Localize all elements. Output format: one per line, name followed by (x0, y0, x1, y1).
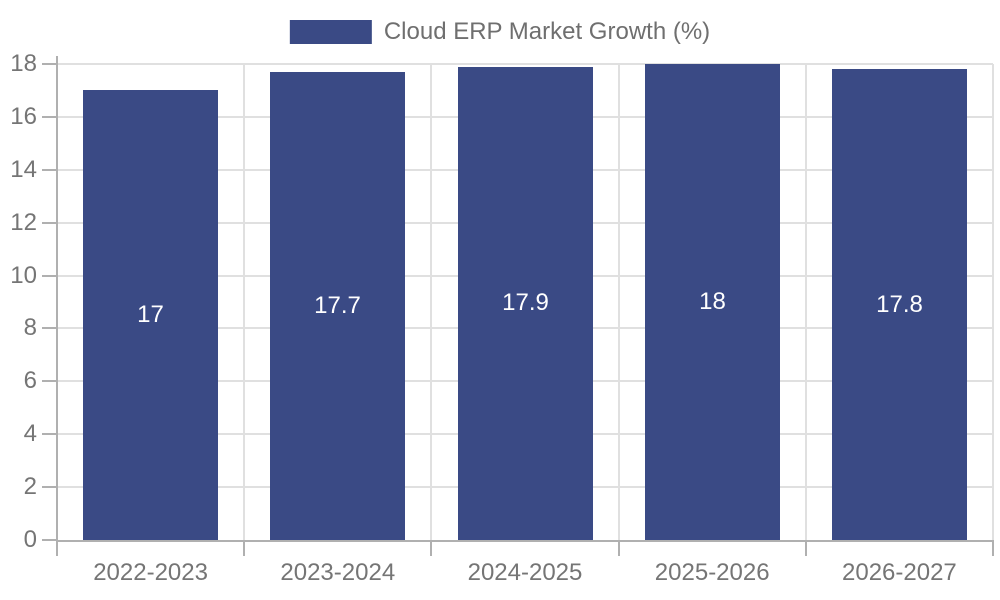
bar-value-label: 17.9 (502, 289, 549, 317)
y-axis-line (56, 56, 58, 542)
gridline-vertical (804, 64, 807, 540)
y-axis-tick (42, 115, 57, 118)
x-axis-tick (243, 542, 246, 556)
y-tick-label: 10 (10, 261, 37, 289)
gridline-vertical (243, 64, 246, 540)
y-axis-tick (42, 380, 57, 383)
y-axis-tick (42, 327, 57, 330)
x-axis-tick (617, 542, 620, 556)
y-axis-tick (42, 168, 57, 171)
bar[interactable]: 17.7 (270, 71, 405, 540)
legend-label: Cloud ERP Market Growth (%) (383, 18, 711, 45)
bar-value-label: 18 (699, 288, 726, 315)
bar[interactable]: 17.8 (832, 69, 967, 540)
x-axis-tick (430, 542, 433, 556)
y-axis-tick (42, 433, 57, 436)
x-tick-label: 2025-2026 (654, 559, 770, 586)
y-axis-tick (42, 486, 57, 489)
y-tick-label: 4 (23, 420, 37, 448)
y-tick-label: 16 (10, 102, 37, 130)
x-axis-tick (992, 542, 994, 556)
y-axis-tick (42, 63, 57, 65)
y-axis-tick (42, 539, 57, 541)
bar-value-label: 17.7 (314, 291, 361, 319)
bar[interactable]: 18 (645, 64, 780, 540)
y-tick-label: 0 (23, 526, 37, 553)
bar[interactable]: 17 (83, 90, 218, 540)
gridline-vertical (430, 64, 433, 540)
x-axis-tick (804, 542, 807, 556)
bar-value-label: 17.8 (876, 290, 923, 318)
y-axis-tick (42, 221, 57, 224)
y-tick-label: 6 (23, 367, 37, 395)
x-tick-label: 2023-2024 (280, 559, 396, 586)
y-tick-label: 8 (23, 314, 37, 342)
gridline-vertical (617, 64, 620, 540)
x-axis-line (56, 540, 994, 542)
y-tick-label: 18 (10, 50, 37, 77)
bar-value-label: 17 (137, 301, 164, 329)
legend-item[interactable]: Cloud ERP Market Growth (%) (289, 18, 711, 46)
gridline-horizontal (57, 63, 993, 65)
x-tick-label: 2024-2025 (467, 559, 583, 586)
bar[interactable]: 17.9 (458, 66, 593, 540)
legend-swatch (289, 20, 372, 44)
y-tick-label: 14 (10, 155, 37, 183)
y-axis-tick (42, 274, 57, 277)
x-axis-tick (56, 542, 58, 556)
x-tick-label: 2026-2027 (842, 559, 957, 586)
y-tick-label: 2 (23, 473, 37, 501)
x-tick-label: 2022-2023 (93, 559, 208, 586)
gridline-vertical (992, 64, 994, 540)
y-tick-label: 12 (10, 208, 37, 236)
